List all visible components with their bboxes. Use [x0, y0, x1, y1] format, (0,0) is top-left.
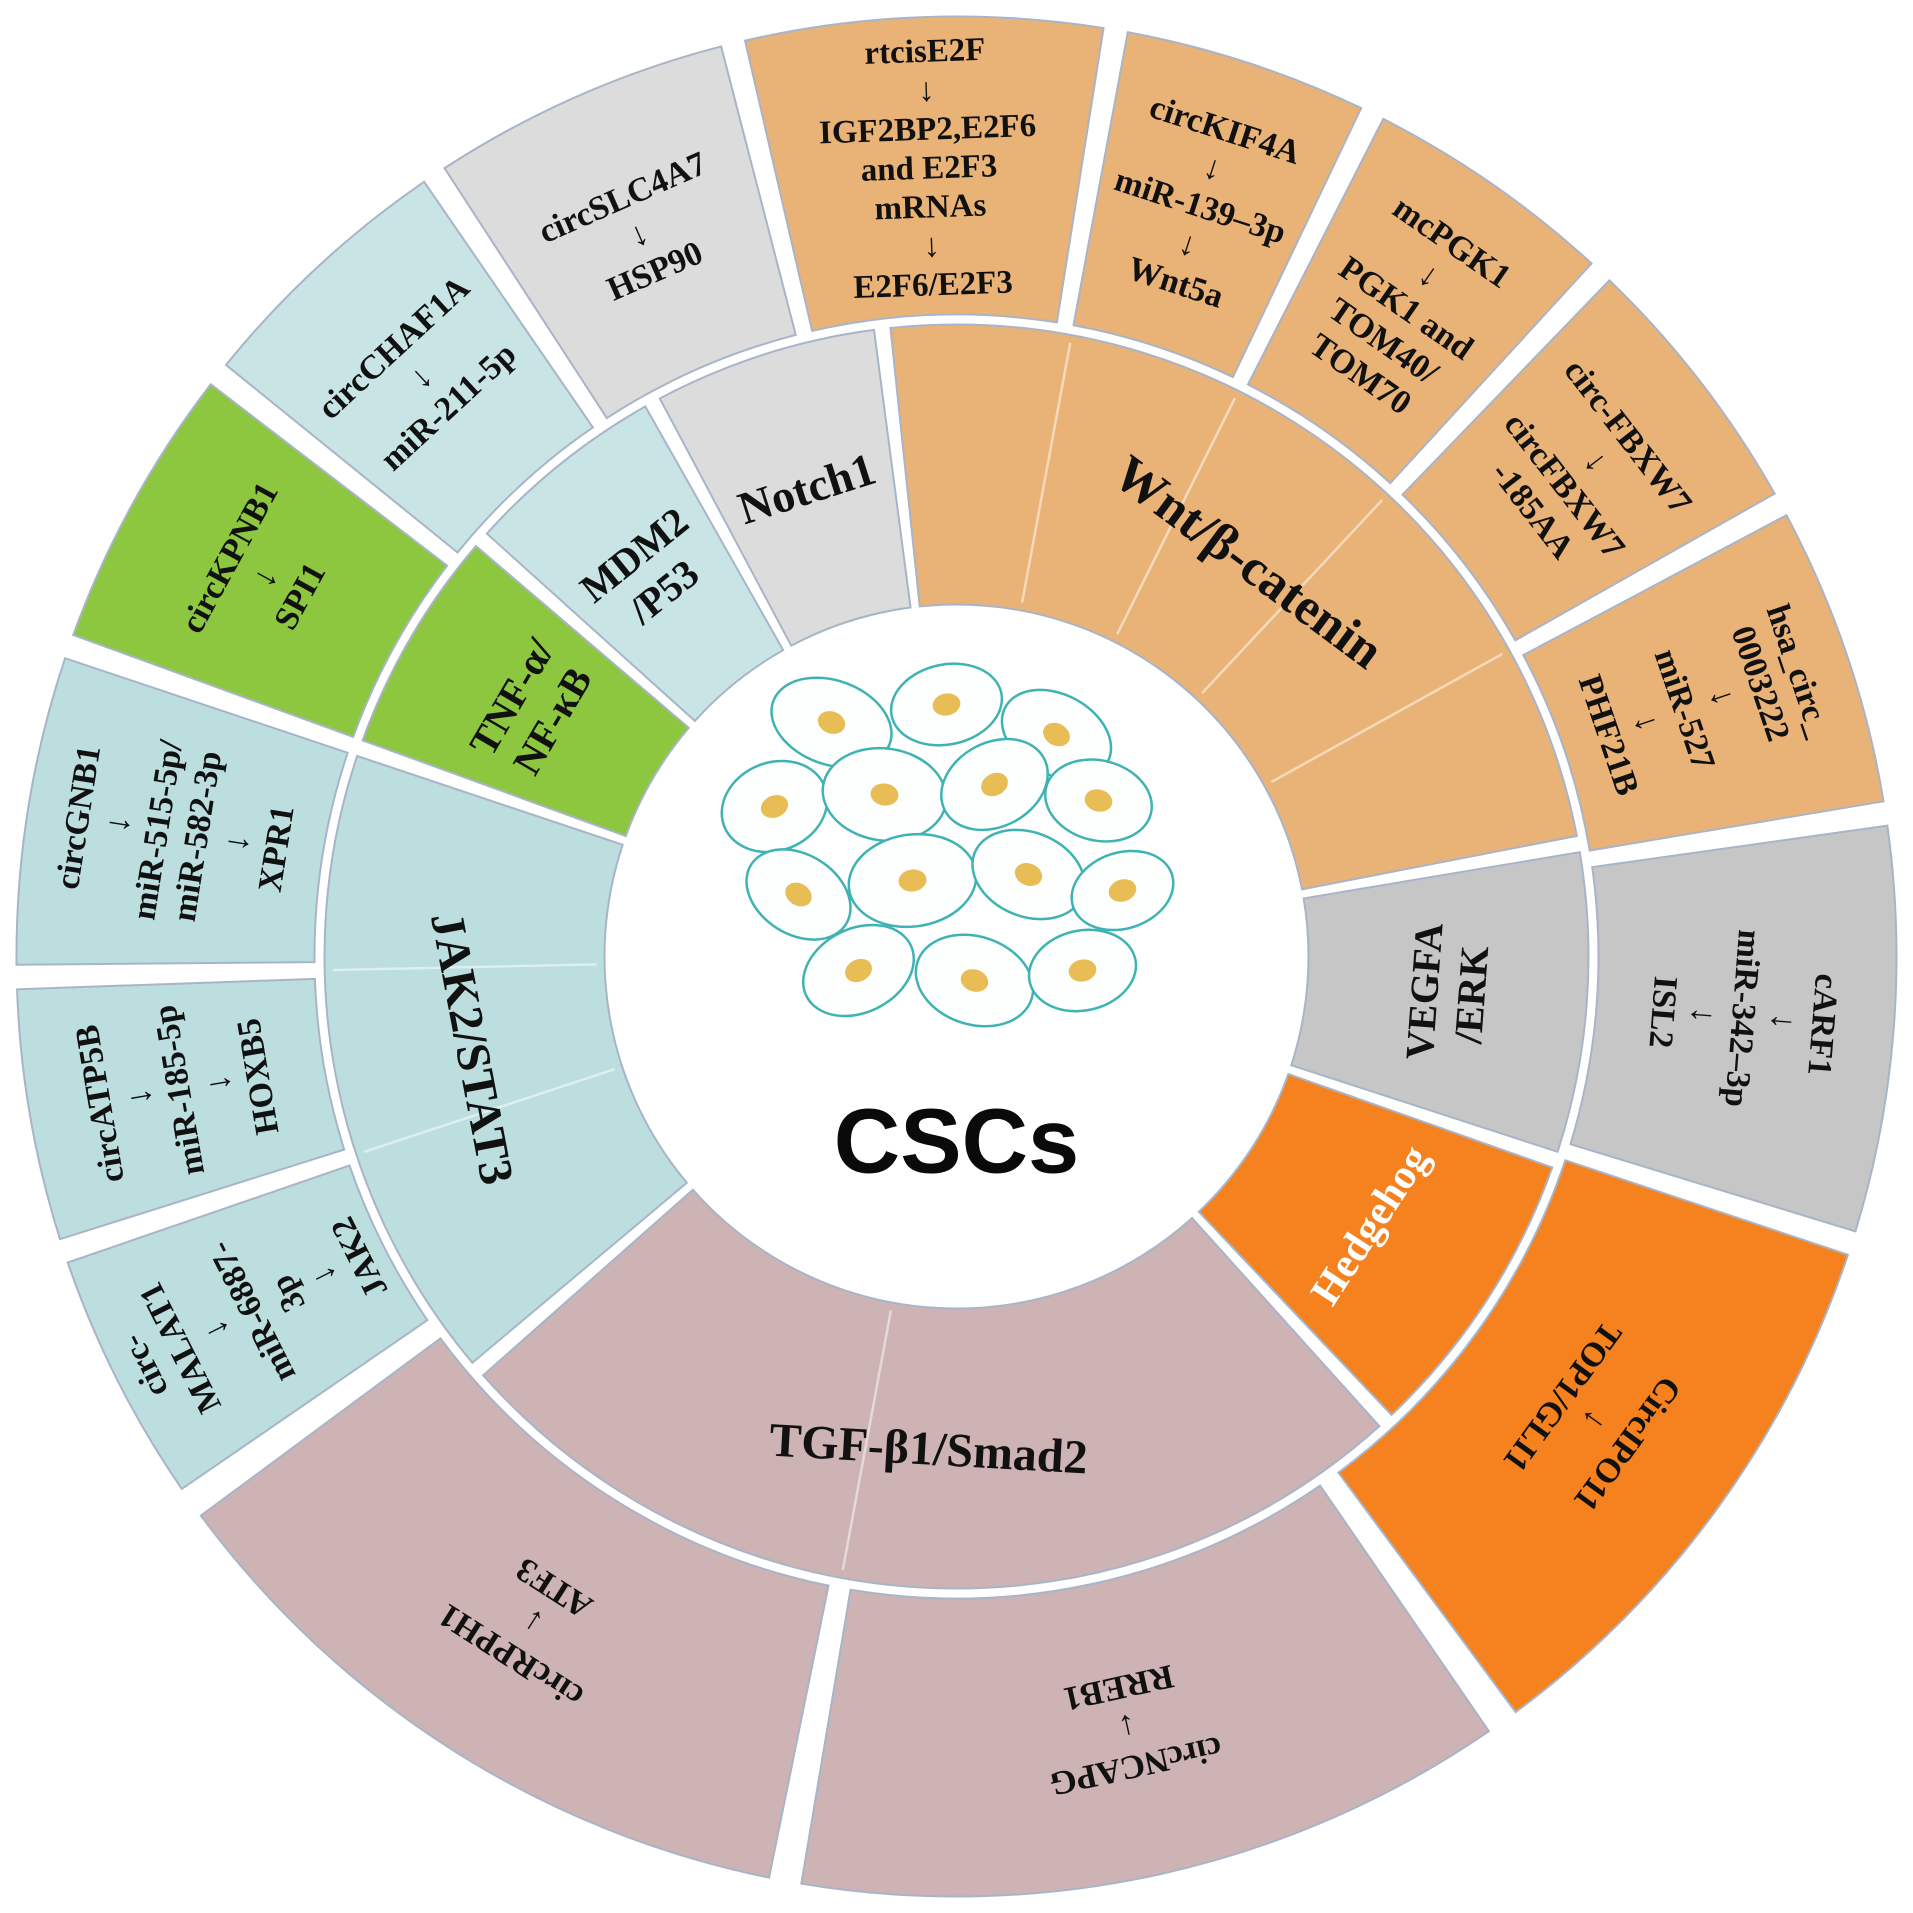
cell-nucleus-icon — [1108, 879, 1137, 902]
center-title: CSCs — [834, 1091, 1079, 1193]
rtcisE2F-label: rtcisE2F↓IGF2BP2,E2F6and E2F3mRNAs↓E2F6/… — [816, 30, 1043, 307]
pathway-segment-notch1: Notch1 — [658, 328, 912, 648]
circrna-segment-circSLC4A7: circSLC4A7↓HSP90 — [443, 45, 797, 420]
circrna-segment-circNCAPG: circNCAPG↓RREB1 — [800, 1484, 1491, 1898]
cell-icon — [971, 828, 1086, 921]
cell-nucleus-icon — [845, 958, 872, 983]
cell-icon — [801, 923, 916, 1018]
circrna-segment-circKPNB1: circKPNB1↓SPI1 — [71, 382, 449, 739]
circrna-segment-circKIF4A: circKIF4A↓miR-139–3p↓Wnt5a — [1072, 31, 1363, 379]
circrna-segment-rtcisE2F: rtcisE2F↓IGF2BP2,E2F6and E2F3mRNAs↓E2F6/… — [743, 15, 1105, 333]
wnt-b-catenin-divider-line — [1270, 652, 1503, 784]
circrna-segment-circ-MALAT1: circ-MALAT1↓miR-6887-3p↓JAK2 — [66, 1164, 429, 1491]
jak2-stat3-sector — [323, 754, 689, 1365]
center-circle: CSCs — [608, 608, 1305, 1305]
circrna-segment-hsa_circ_0003222: hsa_circ_0003222↓miR-527↓PHF21B — [1521, 513, 1885, 852]
cARF1-label: cARF1↓miR-342–3p↓ISL2 — [1637, 922, 1848, 1115]
circrna-segment-circCHAF1A: circCHAF1A↓miR-211-5p — [224, 180, 595, 554]
jak2-stat3-divider-line — [332, 963, 597, 972]
vegfa-erk-label: VEGFA/ERK — [1397, 921, 1499, 1065]
circSLC4A7-sector — [443, 45, 797, 420]
rtcisE2F-sector — [743, 15, 1105, 333]
csc-cells-illustration — [720, 662, 1175, 1028]
cell-icon — [940, 737, 1049, 832]
hedgehog-sector — [1197, 1072, 1554, 1417]
mdm2-p53-sector — [485, 405, 785, 723]
cell-icon — [1027, 928, 1138, 1013]
circKIF4A-sector — [1072, 31, 1363, 379]
jak2-stat3-divider-line — [363, 1068, 616, 1154]
cell-nucleus-icon — [1043, 722, 1070, 747]
pathway-segment-jak2-stat3: JAK2/STAT3 — [323, 754, 689, 1365]
cell-nucleus-icon — [785, 882, 812, 907]
pathway-segment-tgf-b1-smad2: TGF-β1/Smad2 — [481, 1188, 1381, 1590]
CircIPO11-sector — [1336, 1158, 1850, 1714]
vegfa-erk-sector — [1290, 851, 1590, 1154]
pathway-segment-wnt-b-catenin: Wnt/β-catenin — [889, 323, 1579, 891]
circ-MALAT1-sector — [66, 1164, 429, 1491]
hsa_circ_0003222-sector — [1521, 513, 1885, 852]
circrna-segment-circGNB1: circGNB1↓miR-515-5p/miR-582-3p↓XPR1 — [15, 656, 349, 966]
cell-nucleus-icon — [1068, 959, 1097, 982]
notch1-sector — [658, 328, 912, 648]
cell-nucleus-icon — [870, 783, 899, 806]
circrna-segment-circ-FBXW7: circ-FBXW7↓circFBXW7-185AA — [1401, 278, 1776, 642]
circ-FBXW7-sector — [1401, 278, 1776, 642]
outer-circrna-ring: rtcisE2F↓IGF2BP2,E2F6and E2F3mRNAs↓E2F6/… — [15, 15, 1898, 1898]
cell-icon — [1043, 758, 1154, 843]
circCHAF1A-sector — [224, 180, 595, 554]
cell-nucleus-icon — [898, 869, 927, 892]
cell-icon — [914, 933, 1035, 1028]
cell-icon — [770, 676, 893, 769]
cell-nucleus-icon — [1084, 789, 1113, 812]
pathway-segment-vegfa-erk: VEGFA/ERK — [1290, 851, 1590, 1154]
wnt-b-catenin-sector — [889, 323, 1579, 891]
wnt-b-catenin-divider-line — [1116, 397, 1237, 635]
cell-nucleus-icon — [817, 711, 846, 734]
cell-icon — [889, 662, 1004, 747]
circrna-segment-mcPGK1: mcPGK1↓PGK1 andTOM40/TOM70 — [1246, 117, 1593, 485]
cell-icon — [745, 848, 852, 941]
cell-nucleus-icon — [1014, 863, 1043, 886]
cell-nucleus-icon — [960, 969, 989, 992]
circrna-segment-CircIPO11: CircIPO11↓TOP1/GLI1 — [1336, 1158, 1850, 1714]
cell-icon — [847, 832, 978, 929]
tgf-b1-smad2-divider-line — [841, 1310, 893, 1571]
circrna-segment-cARF1: cARF1↓miR-342–3p↓ISL2 — [1569, 824, 1898, 1233]
wnt-b-catenin-divider-line — [1020, 342, 1072, 603]
pathway-segment-hedgehog: Hedgehog — [1197, 1072, 1554, 1417]
circATP5B-sector — [16, 977, 346, 1241]
tnf-a-nf-kb-sector — [361, 544, 691, 838]
circKPNB1-sector — [71, 382, 449, 739]
wnt-b-catenin-divider-line — [1201, 499, 1383, 695]
circNCAPG-sector — [800, 1484, 1491, 1898]
cell-nucleus-icon — [981, 772, 1008, 797]
pathway-segment-mdm2-p53: MDM2/P53 — [485, 405, 785, 723]
cell-icon — [821, 746, 948, 843]
cARF1-sector — [1569, 824, 1898, 1233]
pathway-segment-tnf-a-nf-kb: TNF-α/NF-κB — [361, 544, 691, 838]
cell-nucleus-icon — [932, 693, 961, 716]
cell-nucleus-icon — [760, 795, 789, 818]
inner-pathway-ring: Wnt/β-catenin VEGFA/ERKHedgehogTGF-β1/Sma… — [323, 323, 1590, 1590]
circrna-segment-circRPPH1: circRPPH1↓ATF3 — [199, 1336, 830, 1879]
circrna-segment-circATP5B: circATP5B↓miR-185-5p↓HOXB5 — [16, 977, 346, 1241]
circGNB1-sector — [15, 656, 349, 966]
tgf-b1-smad2-sector — [481, 1188, 1381, 1590]
cell-icon — [1070, 849, 1175, 932]
circRPPH1-sector — [199, 1336, 830, 1879]
mcPGK1-sector — [1246, 117, 1593, 485]
